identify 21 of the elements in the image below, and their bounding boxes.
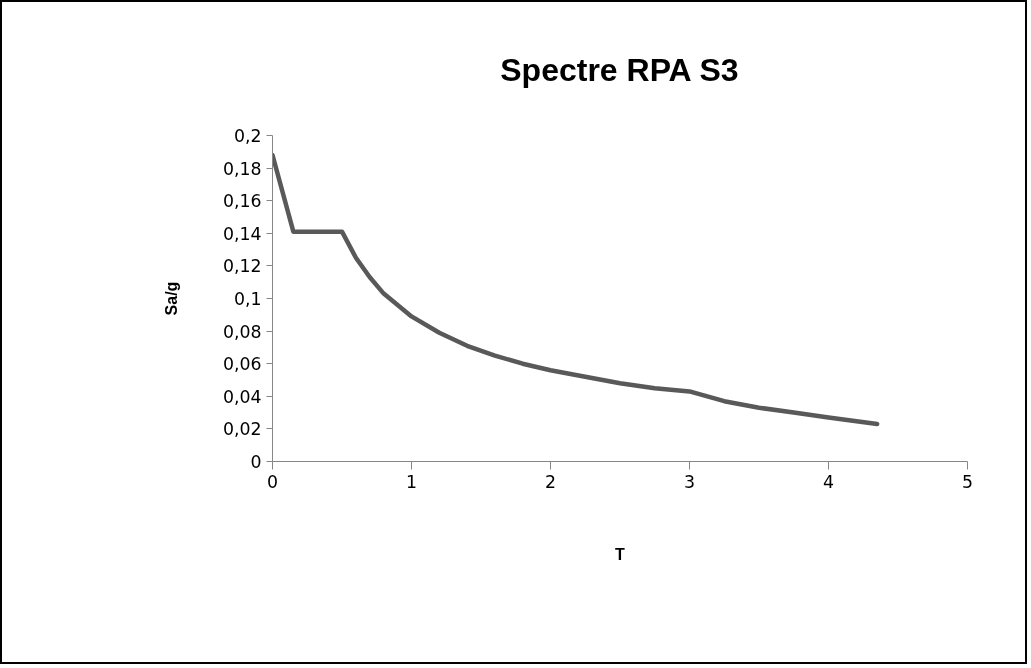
y-axis-title: Sa/g bbox=[162, 281, 180, 316]
x-tick-label: 4 bbox=[822, 471, 835, 492]
y-tick-label: 0,04 bbox=[222, 386, 262, 407]
x-tick-label: 0 bbox=[266, 471, 279, 492]
y-tick-label: 0,06 bbox=[222, 354, 262, 375]
x-tick-label: 2 bbox=[544, 471, 557, 492]
x-tick-label: 5 bbox=[961, 471, 974, 492]
chart-title: Spectre RPA S3 bbox=[500, 52, 739, 88]
y-tick-label: 0,08 bbox=[222, 321, 262, 342]
y-tick-label: 0 bbox=[250, 452, 262, 472]
line-series bbox=[272, 152, 880, 427]
y-tick-label: 0,14 bbox=[222, 223, 262, 244]
x-tick-label: 1 bbox=[405, 471, 418, 492]
y-tick-label: 0,16 bbox=[222, 191, 262, 212]
x-tick-label: 3 bbox=[683, 471, 696, 492]
y-tick-label: 0,18 bbox=[222, 158, 262, 179]
y-tick-label: 0,12 bbox=[222, 256, 262, 277]
y-tick-label: 0,1 bbox=[233, 289, 262, 309]
y-tick-label: 0,02 bbox=[222, 419, 262, 440]
y-tick-label: 0,2 bbox=[233, 126, 262, 146]
x-axis-title: T bbox=[615, 545, 626, 563]
